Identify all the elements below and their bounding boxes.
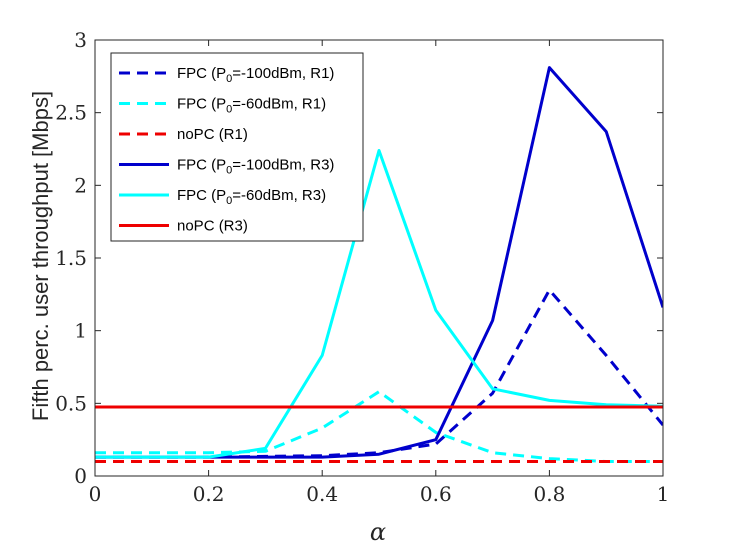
x-axis-label: α [370,518,386,546]
legend-label-subscript: 0 [226,104,232,116]
legend-label-2: FPC (P0=-60dBm, R1) [177,96,326,116]
y-tick-label: 3 [74,28,87,52]
legend-label-part: FPC (P [177,157,226,174]
y-tick-label: 2.5 [55,101,87,125]
legend-label-4: FPC (P0=-100dBm, R3) [177,157,334,177]
y-tick-label: 0.5 [55,391,87,415]
x-tick-label: 0.8 [533,482,565,506]
legend-label-part: noPC (R1) [177,126,248,143]
ticks-layer: 0 0.2 0.4 0.6 0.8 1 0 0.5 1 1.5 2 2.5 3 [55,28,669,506]
x-tick-label: 0.6 [420,482,452,506]
legend-label-part: =-100dBm, R1) [232,65,334,82]
x-tick-label: 0.2 [193,482,225,506]
y-tick-label: 0 [74,464,87,488]
legend-label-6: noPC (R3) [177,218,248,235]
legend-label-part: noPC (R3) [177,218,248,235]
legend-label-subscript: 0 [226,73,232,85]
legend: FPC (P0=-100dBm, R1)FPC (P0=-60dBm, R1)n… [110,52,364,242]
legend-label-subscript: 0 [226,195,232,207]
legend-label-part: =-60dBm, R3) [232,187,326,204]
legend-label-part: FPC (P [177,65,226,82]
y-tick-label: 1.5 [55,246,87,270]
series-line-2 [95,390,663,463]
y-tick-label: 1 [74,319,87,343]
legend-label-part: =-60dBm, R1) [232,96,326,113]
series-layer [95,66,663,463]
x-tick-label: 0 [89,482,102,506]
x-tick-label: 1 [657,482,670,506]
legend-label-part: =-100dBm, R3) [232,157,334,174]
legend-box [110,52,364,242]
legend-label-5: FPC (P0=-60dBm, R3) [177,187,326,207]
series-line-5 [95,149,663,459]
legend-label-3: noPC (R1) [177,126,248,143]
legend-label-part: FPC (P [177,187,226,204]
legend-label-subscript: 0 [226,165,232,177]
y-tick-label: 2 [74,173,87,197]
x-tick-label: 0.4 [306,482,338,506]
legend-label-1: FPC (P0=-100dBm, R1) [177,65,334,85]
y-axis-label: Fifth perc. user throughput [Mbps] [28,91,53,421]
legend-label-part: FPC (P [177,96,226,113]
